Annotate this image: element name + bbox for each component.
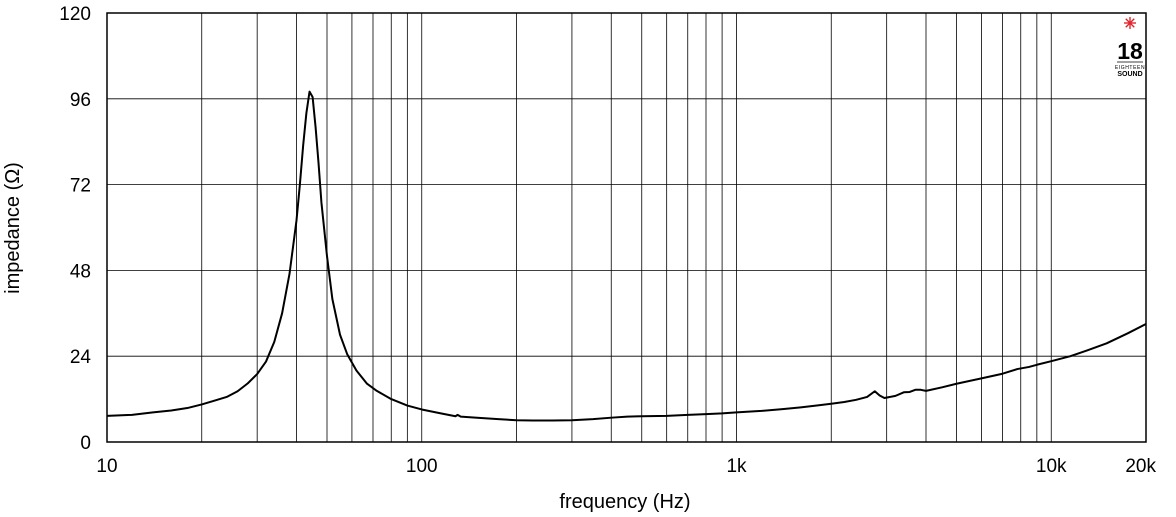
x-tick-label: 20k: [1125, 456, 1156, 477]
y-tick-label: 120: [59, 4, 91, 25]
x-tick-label: 100: [406, 456, 438, 477]
y-tick-label: 96: [70, 90, 91, 111]
y-tick-label: 48: [70, 261, 91, 282]
series-layer: [106, 90, 1147, 422]
impedance-series-line: [106, 90, 1147, 422]
logo-line2: SOUND: [1117, 71, 1142, 78]
grid: [106, 12, 1147, 443]
plot-frame: [106, 12, 1147, 443]
x-tick-label: 1k: [726, 456, 747, 477]
x-tick-label: 10: [96, 456, 117, 477]
x-axis-title: frequency (Hz): [559, 491, 690, 513]
y-axis-title: impedance (Ω): [2, 162, 24, 294]
y-tick-label: 24: [70, 347, 92, 368]
tick-labels: 10 100 1k 10k 20k 0 24 48 72 96 120: [59, 4, 1156, 477]
y-tick-label: 0: [80, 433, 91, 454]
star-icon: [1124, 17, 1136, 29]
brand-logo: 18 EIGHTEEN SOUND: [1115, 17, 1145, 78]
x-tick-label: 10k: [1036, 456, 1067, 477]
logo-number: 18: [1117, 38, 1143, 64]
logo-line1: EIGHTEEN: [1115, 65, 1145, 71]
y-tick-label: 72: [70, 176, 91, 197]
